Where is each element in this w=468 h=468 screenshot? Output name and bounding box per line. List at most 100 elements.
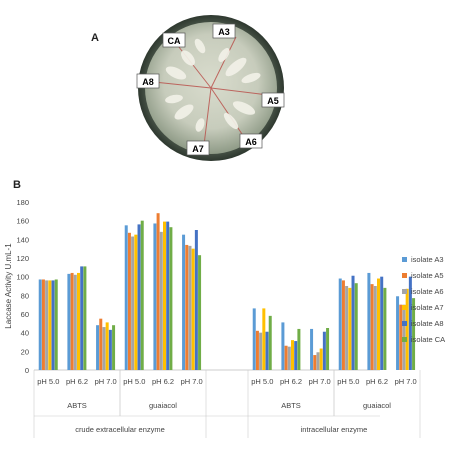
legend-entry: isolate A5 xyxy=(411,271,444,280)
bar-isolate-a7 xyxy=(319,348,323,370)
bar-isolate-a8 xyxy=(380,276,384,370)
bar-isolate-a7 xyxy=(262,308,266,370)
bar-isolate-a3 xyxy=(96,325,100,370)
x-tick-label: pH 6.2 xyxy=(152,377,174,386)
bar-isolate-a6 xyxy=(45,280,49,370)
bar-isolate-a7 xyxy=(77,272,80,370)
bar-isolate-ca xyxy=(412,298,416,370)
legend-swatch xyxy=(402,337,407,342)
bar-isolate-a5 xyxy=(156,213,160,370)
bar-isolate-a5 xyxy=(185,244,189,370)
bar-isolate-a8 xyxy=(408,276,412,370)
bar-isolate-a8 xyxy=(166,221,170,370)
bar-isolate-a6 xyxy=(287,346,291,370)
bar-isolate-a5 xyxy=(70,272,74,370)
bar-isolate-a5 xyxy=(313,355,317,370)
y-tick-label: 80 xyxy=(21,291,29,300)
legend-entry: isolate A7 xyxy=(411,303,444,312)
y-tick-label: 180 xyxy=(16,198,29,207)
plate-label-a8: A8 xyxy=(142,77,154,87)
bar-isolate-a7 xyxy=(163,221,166,370)
y-tick-label: 0 xyxy=(25,366,29,375)
bar-isolate-ca xyxy=(268,315,272,370)
bar-isolate-a3 xyxy=(38,279,42,370)
colonies xyxy=(165,38,261,132)
bar-isolate-a6 xyxy=(188,245,192,370)
y-tick-label: 40 xyxy=(21,329,29,338)
x-tick-label: pH 7.0 xyxy=(395,377,417,386)
bar-isolate-a5 xyxy=(99,318,103,370)
bar-isolate-a3 xyxy=(396,296,400,370)
bar-isolate-a6 xyxy=(373,286,377,370)
bar-isolate-a7 xyxy=(134,234,138,370)
bar-isolate-a5 xyxy=(370,284,374,370)
bar-isolate-a6 xyxy=(345,286,349,370)
plate-label-a3: A3 xyxy=(218,27,230,37)
bar-isolate-ca xyxy=(83,266,87,370)
bar-isolate-ca xyxy=(383,287,387,370)
bar-isolate-a5 xyxy=(255,330,259,370)
y-tick-label: 120 xyxy=(16,254,29,263)
bar-isolate-a3 xyxy=(338,278,342,370)
bar-isolate-a5 xyxy=(127,232,131,370)
legend-swatch xyxy=(402,273,407,278)
substrate-label: ABTS xyxy=(281,401,301,410)
x-tick-label: pH 6.2 xyxy=(66,377,88,386)
bar-isolate-a5 xyxy=(41,279,45,370)
bar-isolate-ca xyxy=(169,227,173,370)
bar-isolate-a7 xyxy=(191,248,195,370)
substrate-label: guaiacol xyxy=(149,401,177,410)
y-tick-label: 140 xyxy=(16,235,29,244)
x-tick-label: pH 7.0 xyxy=(95,377,117,386)
bar-isolate-a6 xyxy=(316,352,320,370)
substrate-label: guaiacol xyxy=(363,401,391,410)
bar-isolate-a8 xyxy=(80,266,84,370)
legend-entry: isolate CA xyxy=(411,335,445,344)
y-tick-label: 160 xyxy=(16,217,29,226)
plate-labels: CA A3 A8 A5 A7 A6 xyxy=(136,23,285,156)
bar-isolate-a3 xyxy=(367,272,371,370)
bar-isolate-a8 xyxy=(322,331,326,370)
bar-isolate-a6 xyxy=(159,231,163,370)
y-tick-label: 100 xyxy=(16,273,29,282)
bar-isolate-a3 xyxy=(182,234,186,370)
bar-isolate-ca xyxy=(326,328,330,370)
bar-isolate-ca xyxy=(112,325,116,370)
bar-isolate-a8 xyxy=(351,275,355,370)
substrate-label: ABTS xyxy=(67,401,87,410)
bar-isolate-ca xyxy=(140,220,144,370)
bar-isolate-a7 xyxy=(291,340,294,370)
bar-isolate-a8 xyxy=(137,224,141,370)
bar-isolate-a3 xyxy=(310,328,314,370)
bar-isolate-ca xyxy=(297,328,301,370)
bar-isolate-a5 xyxy=(399,304,403,370)
x-tick-label: pH 6.2 xyxy=(366,377,388,386)
bar-isolate-a3 xyxy=(252,308,256,370)
bar-isolate-a6 xyxy=(259,332,263,370)
bar-isolate-a8 xyxy=(294,341,298,370)
bar-isolate-a3 xyxy=(67,273,71,370)
x-tick-label: pH 5.0 xyxy=(37,377,59,386)
bar-isolate-a6 xyxy=(102,327,106,370)
bar-isolate-a8 xyxy=(51,280,55,370)
bar-isolate-a7 xyxy=(105,322,109,370)
plate-label-ca: CA xyxy=(168,36,181,46)
plate-label-a7: A7 xyxy=(192,144,204,154)
x-tick-label: pH 5.0 xyxy=(337,377,359,386)
legend-swatch xyxy=(402,305,407,310)
y-tick-label: 60 xyxy=(21,310,29,319)
y-axis-label: Laccase Activity U.mL-1 xyxy=(4,243,13,329)
bar-isolate-a3 xyxy=(153,223,157,370)
plate-label-a5: A5 xyxy=(267,96,279,106)
bar-isolate-a8 xyxy=(265,331,269,370)
bar-isolate-a7 xyxy=(405,288,409,370)
legend-entry: isolate A3 xyxy=(411,255,444,264)
panel-b-label: B xyxy=(13,179,21,191)
x-tick-label: pH 7.0 xyxy=(309,377,331,386)
plate-label-a6: A6 xyxy=(245,137,257,147)
bar-isolate-a7 xyxy=(348,287,352,370)
bar-isolate-a6 xyxy=(73,274,77,370)
x-tick-label: pH 5.0 xyxy=(123,377,145,386)
x-tick-label: pH 5.0 xyxy=(251,377,273,386)
